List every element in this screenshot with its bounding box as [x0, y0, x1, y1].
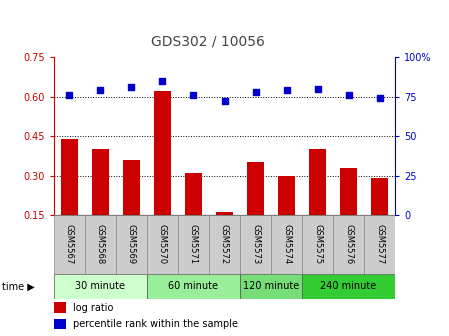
- Point: [97, 88, 104, 93]
- Text: GSM5574: GSM5574: [282, 224, 291, 264]
- Point: [376, 95, 383, 101]
- Bar: [147, 274, 240, 299]
- Bar: [123, 160, 140, 215]
- Point: [159, 78, 166, 84]
- Bar: [364, 215, 395, 274]
- Text: 60 minute: 60 minute: [168, 282, 219, 291]
- Text: 240 minute: 240 minute: [321, 282, 377, 291]
- Bar: [240, 215, 271, 274]
- Bar: [61, 139, 78, 215]
- Point: [345, 92, 352, 98]
- Text: GSM5572: GSM5572: [220, 224, 229, 264]
- Bar: [278, 175, 295, 215]
- Bar: [116, 215, 147, 274]
- Bar: [247, 162, 264, 215]
- Bar: [54, 274, 147, 299]
- Text: GSM5576: GSM5576: [344, 224, 353, 264]
- Bar: [92, 149, 109, 215]
- Bar: [85, 215, 116, 274]
- Bar: [216, 212, 233, 215]
- Bar: [54, 215, 85, 274]
- Text: time ▶: time ▶: [2, 282, 35, 291]
- Bar: [185, 173, 202, 215]
- Text: GSM5570: GSM5570: [158, 224, 167, 264]
- Bar: [333, 215, 364, 274]
- Bar: [54, 319, 66, 329]
- Text: GSM5577: GSM5577: [375, 224, 384, 264]
- Bar: [178, 215, 209, 274]
- Bar: [340, 168, 357, 215]
- Text: percentile rank within the sample: percentile rank within the sample: [73, 319, 238, 329]
- Text: GSM5569: GSM5569: [127, 224, 136, 264]
- Text: 30 minute: 30 minute: [75, 282, 125, 291]
- Bar: [54, 302, 66, 313]
- Bar: [371, 178, 388, 215]
- Bar: [209, 215, 240, 274]
- Text: GSM5573: GSM5573: [251, 224, 260, 264]
- Point: [128, 84, 135, 90]
- Point: [66, 92, 73, 98]
- Point: [283, 88, 290, 93]
- Bar: [309, 149, 326, 215]
- Bar: [302, 274, 395, 299]
- Bar: [271, 215, 302, 274]
- Point: [314, 86, 321, 91]
- Point: [221, 99, 228, 104]
- Text: GSM5575: GSM5575: [313, 224, 322, 264]
- Point: [252, 89, 259, 94]
- Text: log ratio: log ratio: [73, 303, 113, 313]
- Text: GSM5571: GSM5571: [189, 224, 198, 264]
- Bar: [240, 274, 302, 299]
- Text: GSM5567: GSM5567: [65, 224, 74, 264]
- Bar: [147, 215, 178, 274]
- Text: GSM5568: GSM5568: [96, 224, 105, 264]
- Bar: [154, 91, 171, 215]
- Point: [190, 92, 197, 98]
- Bar: [302, 215, 333, 274]
- Text: 120 minute: 120 minute: [243, 282, 299, 291]
- Text: GDS302 / 10056: GDS302 / 10056: [150, 35, 264, 49]
